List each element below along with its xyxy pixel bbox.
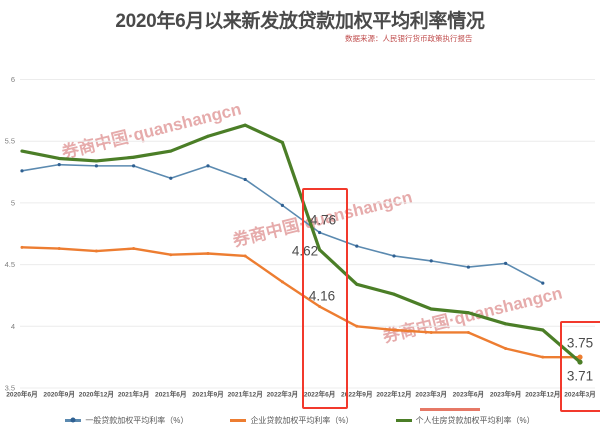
x-tick-label: 2022年9月	[341, 390, 373, 399]
x-tick-label: 2020年6月	[6, 390, 38, 399]
red-dash	[420, 408, 480, 411]
data-point	[132, 247, 136, 251]
data-point	[392, 254, 396, 258]
x-tick-label: 2022年6月	[304, 390, 336, 399]
x-tick-label: 2023年6月	[453, 390, 485, 399]
data-point	[466, 311, 470, 315]
data-point	[20, 149, 24, 153]
data-point	[243, 177, 247, 182]
data-point	[577, 359, 583, 365]
y-tick-label: 3.5	[5, 384, 15, 393]
data-point	[20, 169, 24, 173]
data-point	[169, 149, 173, 153]
x-tick-label: 2024年3月	[564, 390, 596, 399]
data-point	[466, 330, 470, 334]
data-point	[57, 156, 61, 160]
data-point	[132, 155, 136, 159]
data-point	[206, 164, 210, 168]
x-tick-label: 2021年3月	[118, 390, 150, 399]
data-point	[318, 248, 322, 252]
x-tick-label: 2023年3月	[415, 390, 447, 399]
data-point	[355, 324, 359, 328]
legend-swatch	[395, 419, 412, 422]
y-tick-label: 5	[11, 198, 15, 207]
legend-label: 企业贷款加权平均利率（%）	[250, 416, 354, 425]
data-point	[243, 254, 247, 258]
data-point	[429, 330, 433, 334]
x-tick-label: 2022年12月	[376, 390, 411, 399]
data-point	[94, 249, 98, 253]
data-point	[318, 230, 322, 235]
x-tick-label: 2020年9月	[43, 390, 75, 399]
data-point	[541, 281, 545, 285]
data-point	[280, 280, 284, 284]
data-point	[132, 164, 136, 168]
data-point	[392, 328, 396, 332]
data-point	[20, 245, 24, 249]
legend-marker-dot	[70, 417, 76, 423]
x-tick-label: 2021年9月	[192, 390, 224, 399]
data-point	[392, 292, 396, 296]
x-tick-label: 2021年12月	[228, 390, 263, 399]
legend-item-0: 一般贷款加权平均利率（%）	[65, 415, 188, 426]
data-point	[355, 244, 359, 248]
data-point	[94, 159, 98, 163]
data-point	[318, 305, 322, 309]
data-point	[466, 265, 470, 269]
data-point	[541, 328, 545, 332]
data-point	[94, 164, 98, 168]
data-point	[504, 261, 508, 265]
data-point	[541, 355, 545, 359]
data-point	[429, 307, 433, 311]
data-source-note: 数据来源：人民银行货币政策执行报告	[345, 34, 473, 43]
y-tick-label: 6	[11, 75, 15, 84]
data-point	[206, 134, 210, 138]
legend-label: 一般贷款加权平均利率（%）	[85, 416, 189, 425]
data-point	[504, 347, 508, 351]
legend-item-2: 个人住房贷款加权平均利率（%）	[395, 415, 535, 426]
legend-label: 个人住房贷款加权平均利率（%）	[415, 416, 535, 425]
data-point	[169, 253, 173, 257]
data-point	[429, 259, 433, 263]
x-tick-label: 2023年12月	[525, 390, 560, 399]
chart-title: 2020年6月以来新发放贷款加权平均利率情况	[115, 11, 485, 32]
data-point	[355, 282, 359, 286]
legend-item-1: 企业贷款加权平均利率（%）	[230, 415, 354, 426]
x-tick-label: 2020年12月	[79, 390, 114, 399]
data-point	[504, 322, 508, 326]
y-tick-label: 4.5	[5, 260, 15, 269]
data-point	[243, 123, 247, 127]
data-point	[206, 251, 210, 255]
legend-swatch	[65, 417, 82, 423]
y-tick-label: 4	[11, 322, 15, 331]
data-point	[577, 354, 583, 360]
legend-swatch	[230, 419, 247, 422]
data-point	[57, 247, 61, 251]
data-point	[57, 163, 61, 167]
y-tick-label: 5.5	[5, 137, 15, 146]
x-tick-label: 2023年9月	[490, 390, 522, 399]
series-line-0	[21, 163, 544, 284]
x-tick-label: 2022年3月	[267, 390, 299, 399]
series-line-2	[20, 123, 582, 364]
series-line-1	[20, 246, 582, 359]
data-point	[169, 176, 173, 180]
x-tick-label: 2021年6月	[155, 390, 187, 399]
legend: 一般贷款加权平均利率（%） 企业贷款加权平均利率（%） 个人住房贷款加权平均利率（%…	[0, 415, 600, 426]
data-point	[280, 203, 284, 207]
data-point	[280, 140, 284, 144]
